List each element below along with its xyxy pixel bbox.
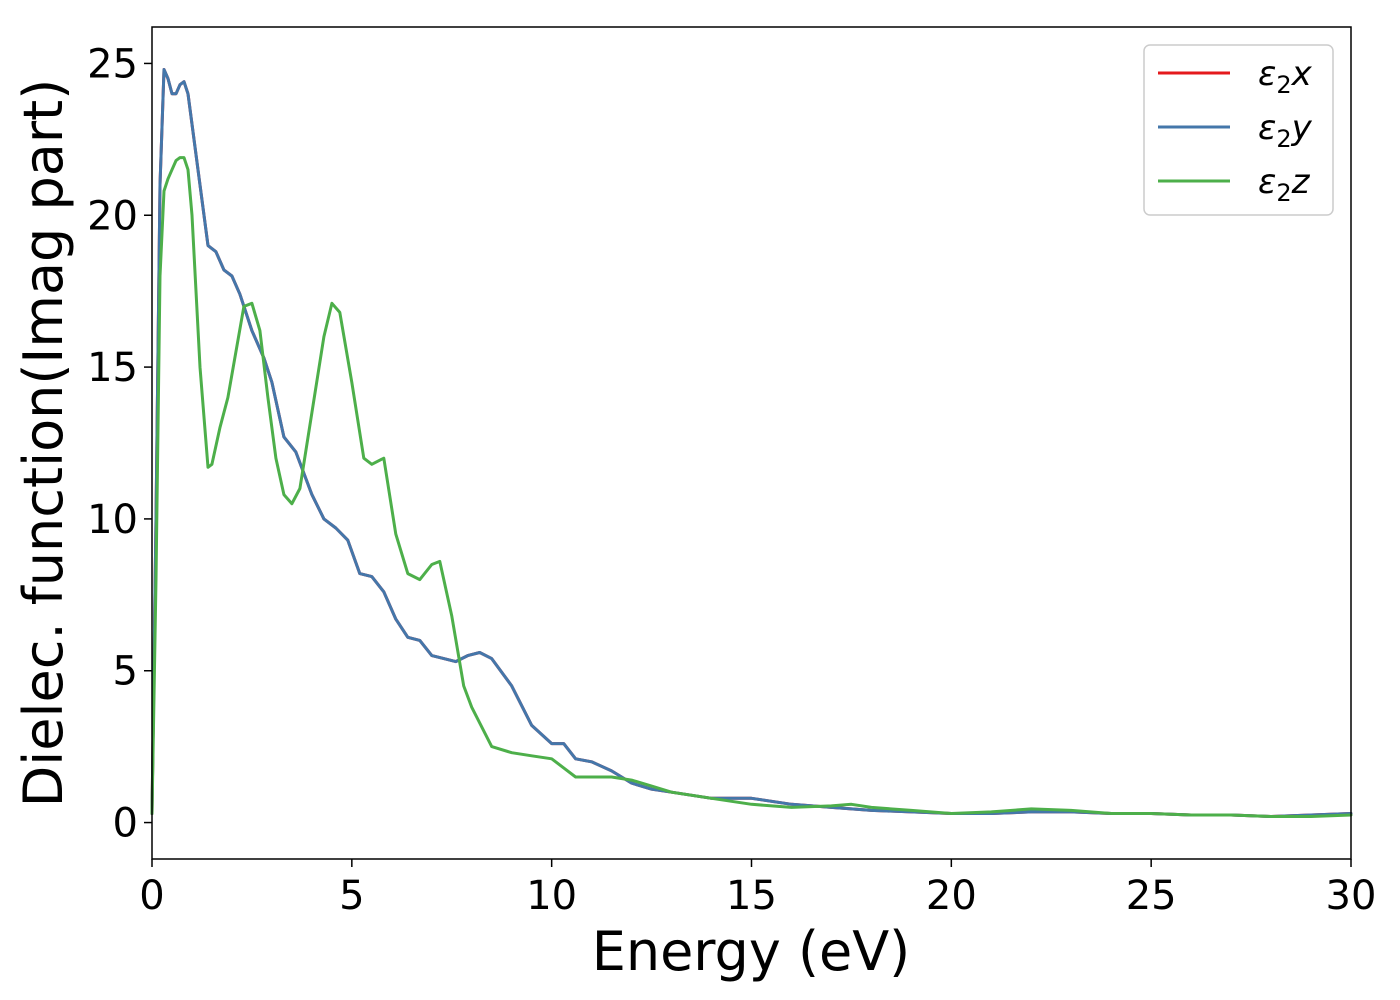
legend-label-subscript: 2 (1276, 179, 1291, 207)
x-axis-label: Energy (eV) (592, 920, 911, 983)
legend-label-subscript: 2 (1276, 71, 1291, 99)
legend-label-z: ε2z (1258, 162, 1311, 207)
legend-label-base: ε (1258, 108, 1276, 148)
legend-box (1143, 44, 1334, 216)
legend-label-tail: x (1291, 54, 1313, 94)
legend-label-y: ε2y (1258, 108, 1313, 153)
legend-label-base: ε (1258, 162, 1276, 202)
y-tick-label: 5 (113, 649, 138, 695)
x-tick-label: 20 (926, 873, 977, 919)
y-tick-label: 15 (87, 345, 138, 391)
legend-label-tail: y (1291, 108, 1313, 148)
x-tick-label: 15 (726, 873, 777, 919)
series-line-z (150, 156, 1353, 818)
legend-label-base: ε (1258, 54, 1276, 94)
x-tick-label: 0 (139, 873, 164, 919)
y-tick-label: 20 (87, 193, 138, 239)
x-axis-ticks: 0 5 10 15 20 25 30 (139, 859, 1376, 919)
y-tick-label: 25 (87, 41, 138, 87)
legend-label-tail: z (1291, 162, 1311, 202)
legend-label-x: ε2x (1258, 54, 1313, 99)
legend-label-subscript: 2 (1276, 125, 1291, 153)
y-tick-label: 10 (87, 497, 138, 543)
y-axis-ticks: 0 5 10 15 20 25 (87, 41, 152, 847)
x-tick-label: 5 (339, 873, 364, 919)
series-layer (150, 68, 1353, 818)
x-tick-label: 25 (1126, 873, 1177, 919)
x-tick-label: 10 (526, 873, 577, 919)
y-axis-label: Dielec. function(Imag part) (12, 79, 75, 808)
x-tick-label: 30 (1326, 873, 1377, 919)
y-tick-label: 0 (113, 801, 138, 847)
